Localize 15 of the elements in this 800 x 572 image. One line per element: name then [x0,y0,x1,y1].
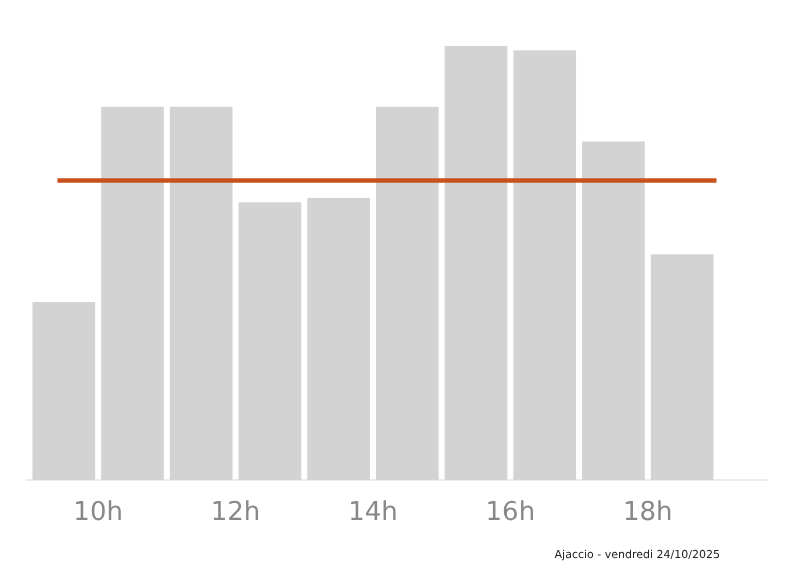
bar [582,141,645,480]
x-tick-label: 16h [485,498,536,528]
x-tick-label: 12h [210,498,261,528]
x-tick-label: 10h [73,498,123,528]
bar [169,106,233,480]
bar [650,254,714,480]
x-tick-label: 14h [348,498,398,528]
bar [32,302,96,480]
bar [513,50,577,480]
bar [307,197,370,480]
bar [444,46,508,480]
x-tick-label: 18h [622,498,673,528]
bar [375,106,439,480]
bar [238,202,302,480]
bar [101,106,164,480]
